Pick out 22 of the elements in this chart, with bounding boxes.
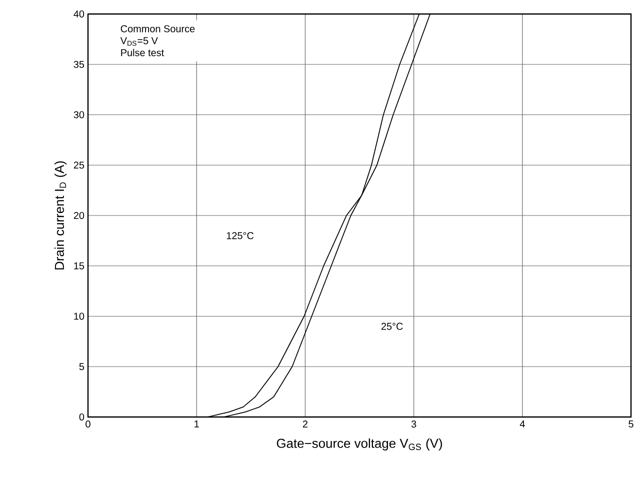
y-tick-label: 30 (74, 111, 84, 118)
y-tick-label: 10 (74, 312, 84, 320)
y-tick-label: 35 (74, 60, 84, 68)
y-tick-label: 15 (74, 262, 84, 270)
y-tick-label: 0 (79, 413, 84, 421)
x-tick-label: 3 (411, 420, 416, 428)
y-tick-label: 20 (74, 212, 84, 220)
annotation: 25°C (381, 322, 403, 330)
x-tick-label: 5 (628, 420, 634, 428)
annotation: Common Source (120, 25, 195, 32)
annotation: Pulse test (121, 48, 164, 56)
y-tick-label: 5 (79, 363, 84, 370)
y-tick-label: 25 (74, 162, 84, 169)
x-tick-label: 4 (520, 420, 525, 428)
y-axis-title: Drain current I$_{D}$ (A) (54, 161, 67, 270)
x-tick-label: 0 (86, 420, 90, 428)
x-tick-label: 2 (302, 420, 308, 428)
annotation: V$_{DS}$=5 V (120, 37, 158, 46)
x-axis-title: Gate−source voltage V$_{GS}$ (V) (276, 438, 442, 450)
x-tick-label: 1 (194, 420, 199, 428)
y-tick-label: 40 (74, 10, 84, 18)
annotation: 125°C (226, 232, 254, 240)
